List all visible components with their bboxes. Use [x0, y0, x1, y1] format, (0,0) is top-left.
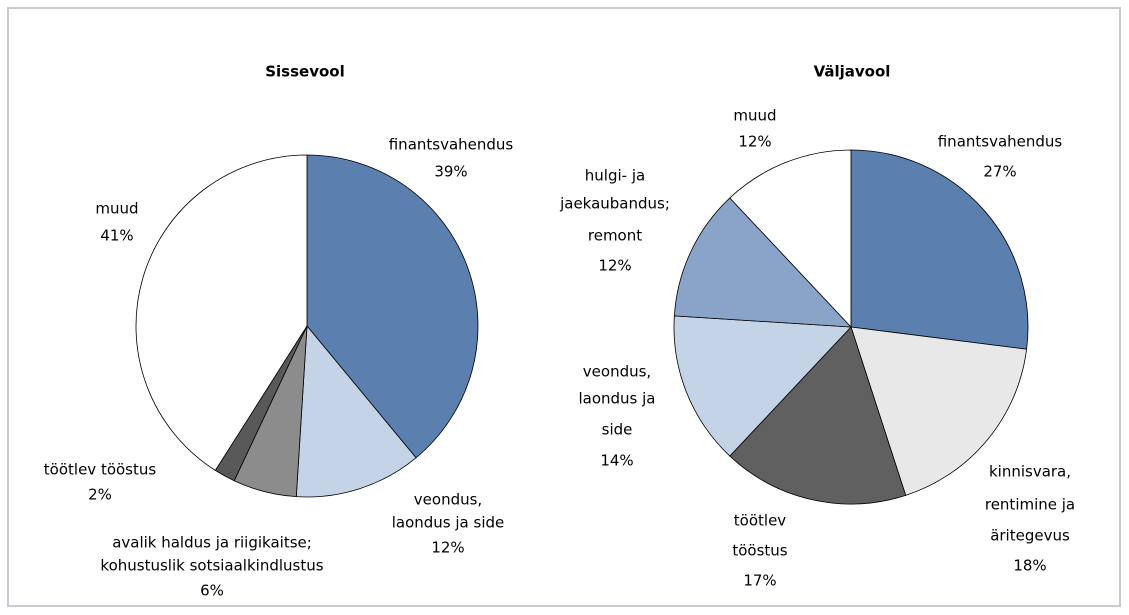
slice-label: jaekaubandus; — [559, 195, 670, 213]
pie-slice — [729, 326, 907, 505]
pie-slice — [850, 326, 1028, 496]
slice-value-label: 39% — [434, 163, 467, 181]
slice-label: remont — [588, 227, 642, 245]
slice-label: finantsvahendus — [389, 136, 514, 154]
slice-label: rentimine ja — [985, 496, 1075, 514]
slice-value-label: 14% — [600, 452, 633, 470]
slice-label: muud — [95, 200, 138, 218]
slice-value-label: 12% — [431, 539, 464, 557]
slice-value-label: 17% — [743, 572, 776, 590]
slice-label: töötlev tööstus — [44, 461, 157, 479]
slice-label: muud — [733, 107, 776, 125]
slice-label: tööstus — [732, 542, 787, 560]
slice-value-label: 27% — [983, 163, 1016, 181]
slice-label: laondus ja — [578, 390, 655, 408]
pie-slice — [673, 197, 852, 328]
pie-slice — [135, 154, 308, 471]
pie-slice — [673, 315, 852, 457]
chart-title: Väljavool — [814, 63, 891, 81]
pie-slice — [729, 149, 852, 329]
chart-title: Sissevool — [265, 63, 345, 81]
pie-slice — [295, 324, 417, 498]
slice-label: kohustuslik sotsiaalkindlustus — [100, 557, 323, 575]
slice-label: veondus, — [414, 491, 482, 509]
slice-label: side — [602, 421, 633, 439]
slice-label: hulgi- ja — [585, 167, 645, 185]
slice-label: laondus ja side — [392, 514, 505, 532]
slice-value-label: 18% — [1013, 557, 1046, 575]
slice-label: kinnisvara, — [989, 463, 1071, 481]
slice-label: äritegevus — [990, 527, 1070, 545]
slice-label: finantsvahendus — [938, 133, 1063, 151]
pie-slice — [306, 154, 479, 459]
slice-label: veondus, — [583, 363, 651, 381]
slice-value-label: 2% — [88, 486, 112, 504]
slice-value-label: 12% — [738, 133, 771, 151]
slice-label: töötlev — [734, 512, 787, 530]
pie-slice — [850, 149, 1029, 350]
slice-value-label: 12% — [598, 257, 631, 275]
slice-value-label: 6% — [200, 582, 224, 600]
slice-label: avalik haldus ja riigikaitse; — [112, 534, 312, 552]
slice-value-label: 41% — [100, 227, 133, 245]
